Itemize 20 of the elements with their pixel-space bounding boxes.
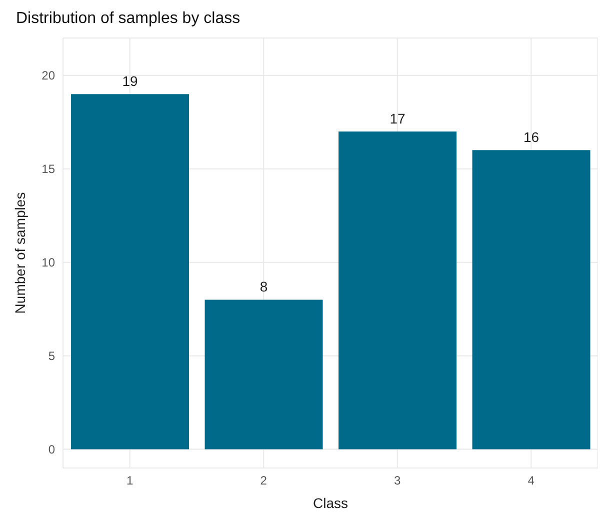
bar — [204, 300, 323, 450]
y-tick-label: 10 — [42, 256, 56, 270]
bar — [472, 150, 590, 450]
data-label: 16 — [523, 129, 540, 146]
bar — [338, 131, 457, 450]
x-tick-label: 4 — [528, 474, 535, 488]
x-tick-label: 1 — [126, 474, 134, 488]
y-tick-label: 20 — [42, 68, 56, 83]
y-axis-title: Number of samples — [12, 192, 28, 314]
bar — [71, 94, 190, 450]
y-tick-label: 5 — [48, 349, 56, 364]
x-tick-label: 2 — [260, 474, 268, 488]
y-tick-label: 0 — [48, 442, 56, 457]
x-tick-label: 3 — [394, 474, 402, 488]
data-label: 19 — [122, 73, 138, 90]
data-label: 17 — [390, 110, 406, 126]
data-label: 8 — [260, 278, 268, 295]
chart-title: Distribution of samples by class — [16, 10, 240, 28]
y-tick-label: 15 — [42, 162, 56, 176]
x-axis-title: Class — [312, 495, 348, 511]
